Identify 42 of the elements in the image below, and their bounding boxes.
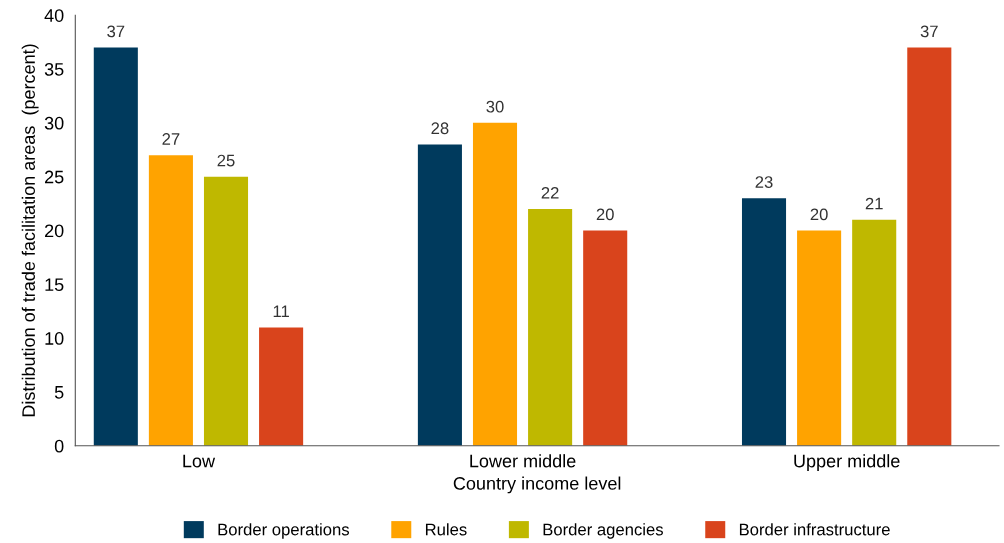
bar (417, 144, 462, 446)
x-tick-label: Upper middle (794, 454, 900, 471)
y-tick-label: 10 (45, 332, 64, 345)
data-label: 11 (273, 305, 289, 317)
y-tick-label: 40 (44, 9, 64, 22)
data-label: 37 (920, 25, 938, 38)
y-tick-label: 30 (44, 116, 64, 130)
data-label: 37 (107, 25, 125, 38)
legend-label: Border infrastructure (739, 523, 890, 536)
bar (259, 327, 304, 446)
data-label: 27 (162, 133, 180, 145)
bar (907, 47, 952, 446)
bar (203, 176, 249, 446)
y-tick-label: 0 (54, 439, 64, 453)
bar (797, 230, 842, 446)
y-tick-label: 5 (54, 386, 64, 399)
data-label: 21 (865, 197, 883, 210)
x-tick-label: Low (183, 454, 216, 468)
x-axis-title: Country income level (453, 476, 621, 494)
data-label: 30 (486, 100, 504, 113)
bar (741, 198, 787, 446)
legend-label: Border agencies (543, 523, 663, 539)
data-label: 22 (541, 186, 559, 199)
y-axis-title: Distribution of trade facilitation areas (percent) (21, 44, 39, 417)
y-tick-label: 20 (45, 224, 64, 238)
bar (852, 219, 897, 446)
legend-label: Rules (425, 523, 467, 536)
data-label: 20 (810, 208, 828, 221)
y-tick-label: 15 (45, 278, 64, 292)
bar (148, 155, 193, 446)
data-label: 20 (596, 208, 614, 221)
bar (472, 122, 518, 446)
data-label: 25 (217, 154, 235, 167)
data-label: 28 (431, 122, 449, 135)
bar (583, 230, 628, 446)
bar (93, 47, 138, 446)
data-label: 23 (755, 176, 773, 188)
legend-label: Border operations (218, 523, 350, 539)
y-tick-label: 25 (45, 170, 64, 184)
bar (528, 208, 573, 446)
x-tick-label: Lower middle (470, 454, 576, 468)
y-tick-label: 35 (44, 62, 64, 76)
